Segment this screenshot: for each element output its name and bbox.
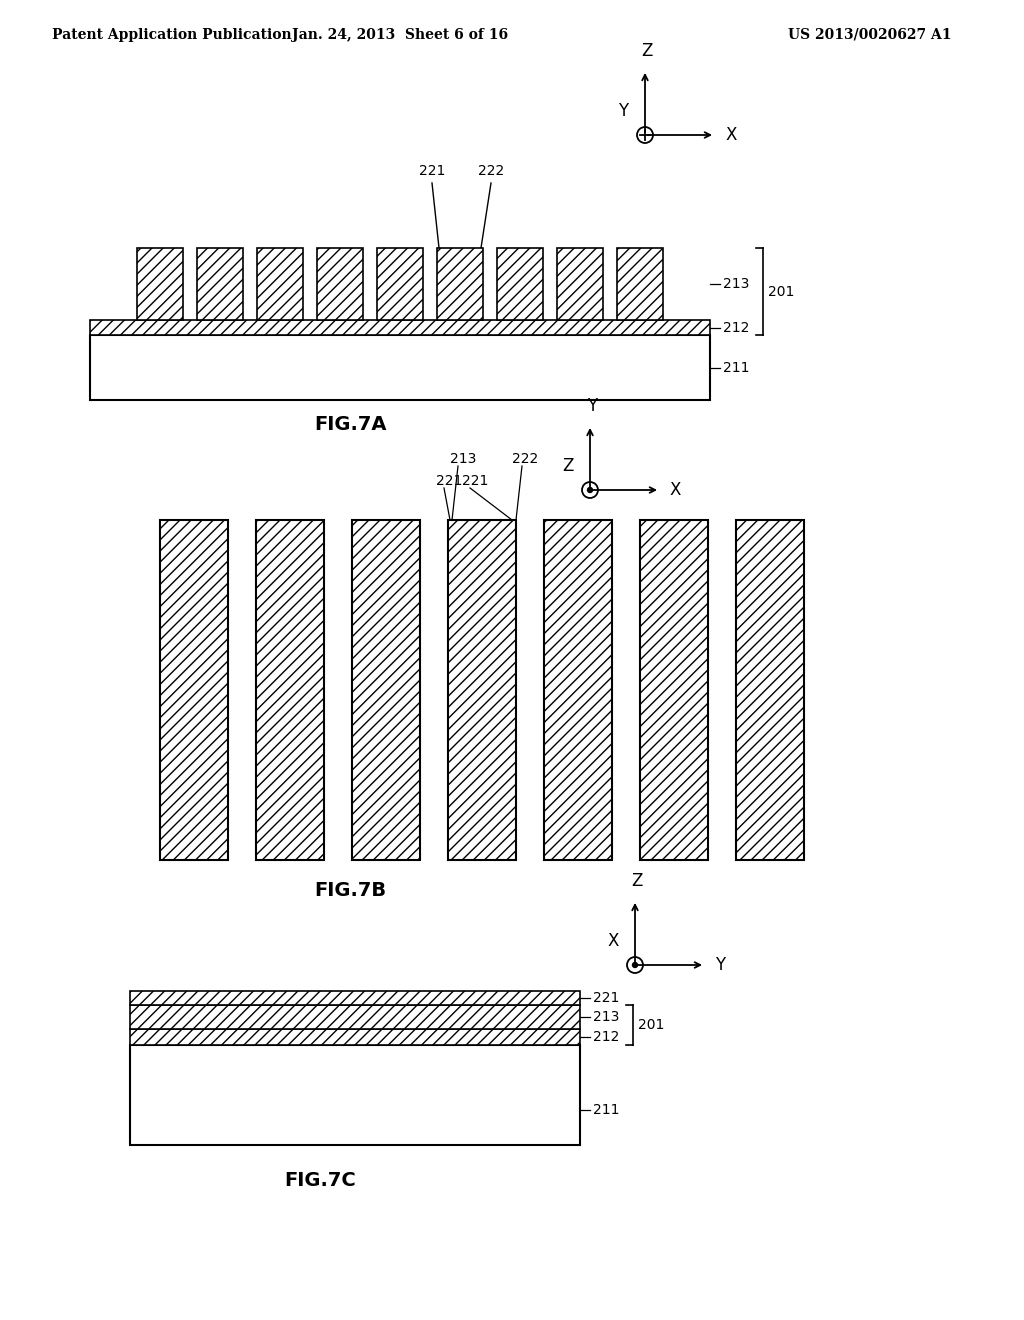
Text: Jan. 24, 2013  Sheet 6 of 16: Jan. 24, 2013 Sheet 6 of 16 <box>292 28 508 42</box>
Text: 221: 221 <box>419 164 445 178</box>
Bar <box>544 520 612 861</box>
Bar <box>130 1030 580 1045</box>
Text: Z: Z <box>641 42 652 59</box>
Bar <box>377 248 423 319</box>
Bar <box>352 520 420 861</box>
Bar <box>617 248 663 319</box>
Bar <box>130 991 580 1005</box>
Bar <box>497 248 543 319</box>
Text: 213: 213 <box>593 1010 620 1024</box>
Text: 213: 213 <box>450 451 476 466</box>
Text: Y: Y <box>715 956 725 974</box>
Text: X: X <box>725 125 736 144</box>
Text: 211: 211 <box>723 360 750 375</box>
Text: 221: 221 <box>593 991 620 1005</box>
Bar <box>130 1005 580 1030</box>
Text: Z: Z <box>562 457 573 475</box>
Bar <box>640 520 708 861</box>
Bar <box>257 248 303 319</box>
Text: 213: 213 <box>723 277 750 290</box>
Text: 212: 212 <box>593 1030 620 1044</box>
Circle shape <box>633 962 638 968</box>
Text: X: X <box>607 932 618 950</box>
Text: Patent Application Publication: Patent Application Publication <box>52 28 292 42</box>
Text: 221: 221 <box>462 474 488 488</box>
Bar <box>437 248 483 319</box>
Text: 222: 222 <box>512 451 539 466</box>
Circle shape <box>588 487 593 492</box>
Text: Y: Y <box>587 397 597 414</box>
Bar <box>197 248 243 319</box>
Text: 201: 201 <box>638 1018 665 1032</box>
Text: US 2013/0020627 A1: US 2013/0020627 A1 <box>788 28 951 42</box>
Text: 201: 201 <box>768 285 795 298</box>
Text: FIG.7A: FIG.7A <box>313 416 386 434</box>
Text: 221: 221 <box>436 474 463 488</box>
Bar <box>449 520 516 861</box>
Bar <box>90 335 710 400</box>
Bar <box>736 520 804 861</box>
Bar <box>130 1045 580 1144</box>
Text: Y: Y <box>617 102 628 120</box>
Text: FIG.7C: FIG.7C <box>284 1171 356 1189</box>
Text: 212: 212 <box>723 321 750 334</box>
Text: X: X <box>670 480 681 499</box>
Text: 222: 222 <box>478 164 504 178</box>
Bar <box>557 248 603 319</box>
Bar <box>160 520 228 861</box>
Bar <box>137 248 183 319</box>
Text: FIG.7B: FIG.7B <box>314 880 386 899</box>
Bar <box>317 248 362 319</box>
Text: Z: Z <box>632 873 643 890</box>
Text: 211: 211 <box>593 1104 620 1117</box>
Bar <box>256 520 324 861</box>
Bar <box>90 319 710 335</box>
